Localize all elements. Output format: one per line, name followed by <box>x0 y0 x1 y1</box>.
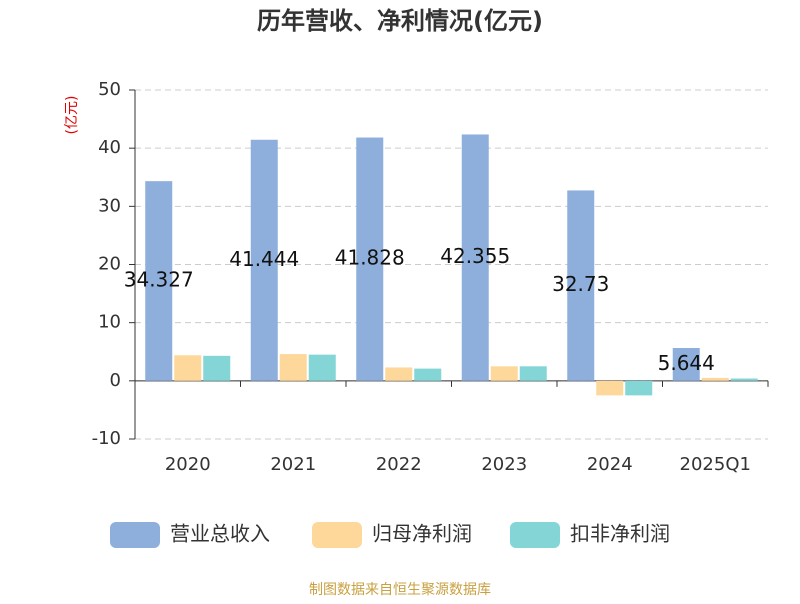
bar <box>356 137 384 381</box>
bar <box>461 134 489 381</box>
y-tick-label: 10 <box>98 312 121 333</box>
data-label: 34.327 <box>124 267 194 291</box>
bar <box>385 367 413 381</box>
x-tick-label: 2020 <box>165 454 211 475</box>
legend-label: 营业总收入 <box>170 522 270 546</box>
bar <box>519 366 547 381</box>
chart-title: 历年营收、净利情况(亿元) <box>257 7 543 35</box>
data-label: 42.355 <box>440 244 510 268</box>
y-tick-label: 50 <box>98 79 121 100</box>
bar <box>490 366 518 381</box>
x-tick-label: 2023 <box>481 454 527 475</box>
y-tick-label: 20 <box>98 254 121 275</box>
bar <box>174 355 202 381</box>
y-tick-label: -10 <box>92 428 121 449</box>
bar <box>701 377 729 381</box>
legend-label: 归母净利润 <box>372 522 472 546</box>
x-tick-label: 2024 <box>587 454 633 475</box>
bar <box>567 190 595 381</box>
bar <box>672 348 700 381</box>
x-tick-label: 2021 <box>270 454 316 475</box>
x-tick-label: 2022 <box>376 454 422 475</box>
y-axis-label: (亿元) <box>64 96 80 135</box>
bar <box>596 380 624 396</box>
bar <box>203 355 231 381</box>
bar <box>279 354 307 381</box>
data-label: 32.73 <box>552 272 609 296</box>
y-tick-label: 0 <box>110 370 121 391</box>
bar <box>250 139 278 381</box>
legend-swatch <box>110 522 160 548</box>
data-label: 5.644 <box>658 351 715 375</box>
y-tick-label: 30 <box>98 195 121 216</box>
x-tick-label: 2025Q1 <box>680 454 751 475</box>
bar <box>625 380 653 396</box>
bar <box>414 368 442 381</box>
legend-label: 扣非净利润 <box>570 522 670 546</box>
y-tick-label: 40 <box>98 137 121 158</box>
bar <box>145 181 173 381</box>
bar <box>308 354 336 381</box>
data-label: 41.444 <box>229 247 299 271</box>
bar <box>730 378 758 381</box>
data-label: 41.828 <box>335 246 405 270</box>
source-note: 制图数据来自恒生聚源数据库 <box>309 582 491 598</box>
legend-swatch <box>510 522 560 548</box>
legend-swatch <box>312 522 362 548</box>
